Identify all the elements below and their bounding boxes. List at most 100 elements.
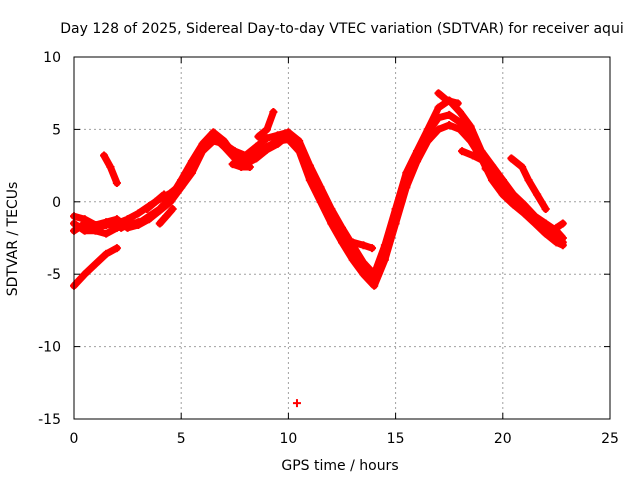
data-point [269, 108, 278, 117]
data-point [241, 151, 250, 160]
data-point [509, 190, 518, 199]
series-trace-l [254, 108, 278, 141]
series-line [254, 108, 277, 141]
data-point [492, 171, 501, 180]
data-point [443, 96, 452, 105]
data-point [498, 186, 507, 195]
series-trace-k [552, 219, 567, 232]
data-point [453, 99, 462, 108]
y-tick-label: -10 [38, 340, 61, 356]
data-point [102, 218, 111, 227]
chart-title: Day 128 of 2025, Sidereal Day-to-day VTE… [60, 21, 623, 37]
y-tick-label: -5 [47, 267, 61, 283]
data-point [518, 163, 527, 172]
data-point [445, 110, 454, 119]
data-point [552, 223, 561, 232]
y-tick-labels: -15 -10 -5 0 5 10 [38, 50, 61, 428]
data-point [524, 176, 533, 185]
series-trace-n [155, 205, 177, 228]
data-series [70, 89, 567, 408]
data-point [498, 176, 507, 185]
data-point [106, 163, 115, 172]
data-point [292, 399, 301, 408]
x-axis-label: GPS time / hours [281, 458, 398, 474]
data-point [338, 223, 346, 232]
data-point [230, 154, 239, 163]
data-point [155, 205, 164, 214]
series-trace-i [481, 164, 507, 185]
data-point [151, 197, 160, 206]
y-tick-label: 10 [43, 50, 61, 66]
data-point [305, 161, 314, 170]
data-point [402, 168, 411, 177]
data-point [370, 270, 379, 279]
data-point [316, 183, 325, 192]
data-point [254, 132, 263, 141]
data-point [80, 215, 89, 224]
data-point [117, 223, 126, 232]
data-point [488, 161, 497, 170]
x-tick-label: 20 [494, 431, 512, 447]
data-point [134, 218, 143, 227]
data-point [477, 147, 486, 156]
data-point [220, 139, 229, 148]
data-point [168, 205, 177, 214]
series-trace-b [70, 110, 567, 282]
data-point [541, 205, 550, 214]
data-point [228, 160, 237, 169]
data-point [423, 125, 432, 134]
data-point [252, 154, 261, 163]
y-tick-label: -15 [38, 412, 61, 428]
data-point [458, 147, 467, 156]
data-point [380, 241, 389, 250]
x-tick-label: 0 [70, 431, 79, 447]
data-point [142, 205, 151, 214]
data-point [434, 103, 443, 112]
data-point [507, 154, 516, 163]
data-point [262, 125, 271, 134]
data-point [112, 178, 121, 187]
data-point [370, 281, 379, 290]
data-point [102, 229, 111, 238]
data-point [391, 205, 400, 214]
data-point [530, 212, 539, 221]
data-point [368, 244, 377, 253]
data-point [348, 238, 357, 247]
data-point [359, 241, 368, 250]
data-point [445, 121, 454, 130]
data-point [237, 163, 246, 172]
data-point [262, 134, 271, 143]
data-point [434, 89, 443, 98]
data-point [434, 125, 443, 134]
data-point [112, 215, 121, 224]
x-tick-label: 15 [387, 431, 405, 447]
data-point [91, 220, 100, 229]
data-point [252, 142, 261, 151]
data-point [198, 147, 207, 156]
data-point [160, 190, 169, 199]
data-point [187, 168, 196, 177]
data-point [162, 212, 171, 221]
data-point [245, 163, 254, 172]
data-point [481, 164, 490, 173]
data-point [455, 108, 464, 117]
plot-frame [73, 56, 611, 420]
series-line [338, 234, 376, 252]
x-tick-label: 5 [177, 431, 186, 447]
series-trace-d [70, 244, 121, 290]
data-point [359, 258, 368, 267]
data-point [123, 220, 132, 229]
series-trace-f [100, 151, 121, 187]
data-point [455, 118, 464, 127]
data-point [112, 244, 121, 253]
x-tick-label: 25 [601, 431, 619, 447]
data-point [177, 183, 186, 192]
data-point [533, 190, 542, 199]
series-trace-h [458, 147, 486, 164]
data-point [155, 219, 164, 228]
data-point [520, 200, 529, 209]
data-point [91, 260, 100, 269]
data-point [209, 136, 218, 145]
series-line [70, 111, 567, 281]
